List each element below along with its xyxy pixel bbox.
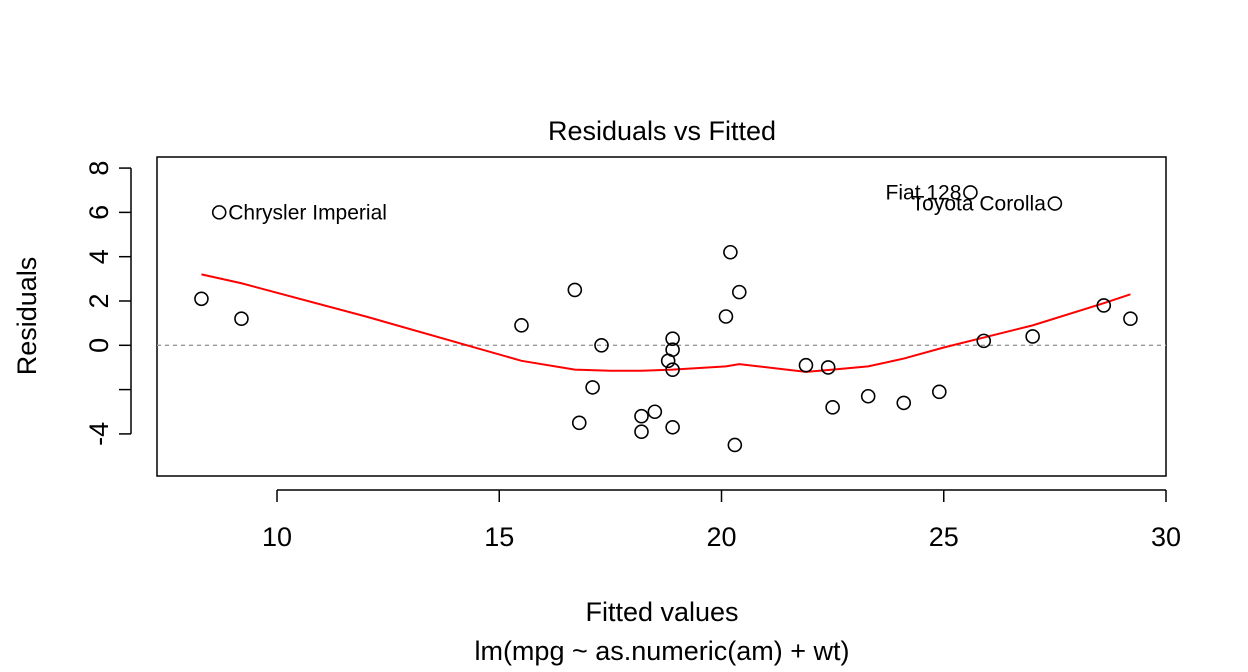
data-point	[860, 388, 876, 404]
data-point	[665, 419, 680, 435]
y-tick-label: 0	[84, 338, 114, 353]
data-point	[1025, 329, 1040, 344]
data-point	[634, 424, 649, 439]
data-point	[634, 408, 649, 424]
data-point	[896, 395, 912, 411]
x-tick-label: 20	[706, 522, 736, 552]
data-point	[234, 311, 249, 327]
smooth-line	[201, 273, 1131, 373]
data-point	[594, 337, 609, 353]
x-tick-label: 10	[262, 522, 292, 552]
data-point	[718, 309, 734, 324]
data-point	[963, 185, 978, 200]
chart-subtitle: lm(mpg ~ as.numeric(am) + wt)	[474, 636, 849, 666]
data-point	[1047, 196, 1063, 211]
y-axis-label: Residuals	[12, 257, 42, 376]
data-point	[932, 384, 947, 400]
data-point	[665, 331, 680, 346]
data-points	[194, 185, 1138, 453]
data-point	[194, 291, 209, 307]
data-point	[723, 244, 738, 260]
y-tick-label: 8	[84, 161, 114, 176]
data-point	[727, 437, 743, 453]
data-point	[647, 404, 663, 420]
x-tick-label: 30	[1151, 522, 1181, 552]
y-tick-label: -4	[84, 422, 114, 446]
data-point	[571, 415, 587, 431]
data-point	[798, 357, 814, 373]
data-point	[1096, 298, 1112, 313]
y-tick-label: 2	[84, 293, 114, 308]
x-tick-label: 25	[929, 522, 959, 552]
plot-frame	[156, 156, 1167, 477]
data-point	[976, 333, 992, 349]
y-tick-label: 4	[84, 249, 114, 264]
data-point	[211, 205, 227, 220]
data-point	[820, 360, 836, 375]
data-point	[665, 362, 680, 377]
data-point	[585, 380, 600, 395]
x-axis-label: Fitted values	[585, 597, 738, 627]
point-label: Chrysler Imperial	[228, 201, 387, 224]
data-point	[567, 282, 583, 298]
data-point	[514, 318, 529, 333]
data-point	[731, 284, 747, 300]
point-label: Fiat 128	[886, 181, 962, 204]
x-axis: 10 15 20 25 30	[262, 489, 1181, 552]
y-axis: -4 0 2 4 6 8	[84, 161, 132, 446]
chart-title: Residuals vs Fitted	[548, 116, 776, 146]
data-point	[1123, 311, 1138, 327]
point-label: Toyota Corolla	[912, 193, 1047, 216]
x-tick-label: 15	[484, 522, 514, 552]
data-point	[825, 400, 840, 415]
y-tick-label: 6	[84, 205, 114, 220]
data-point	[665, 342, 680, 358]
